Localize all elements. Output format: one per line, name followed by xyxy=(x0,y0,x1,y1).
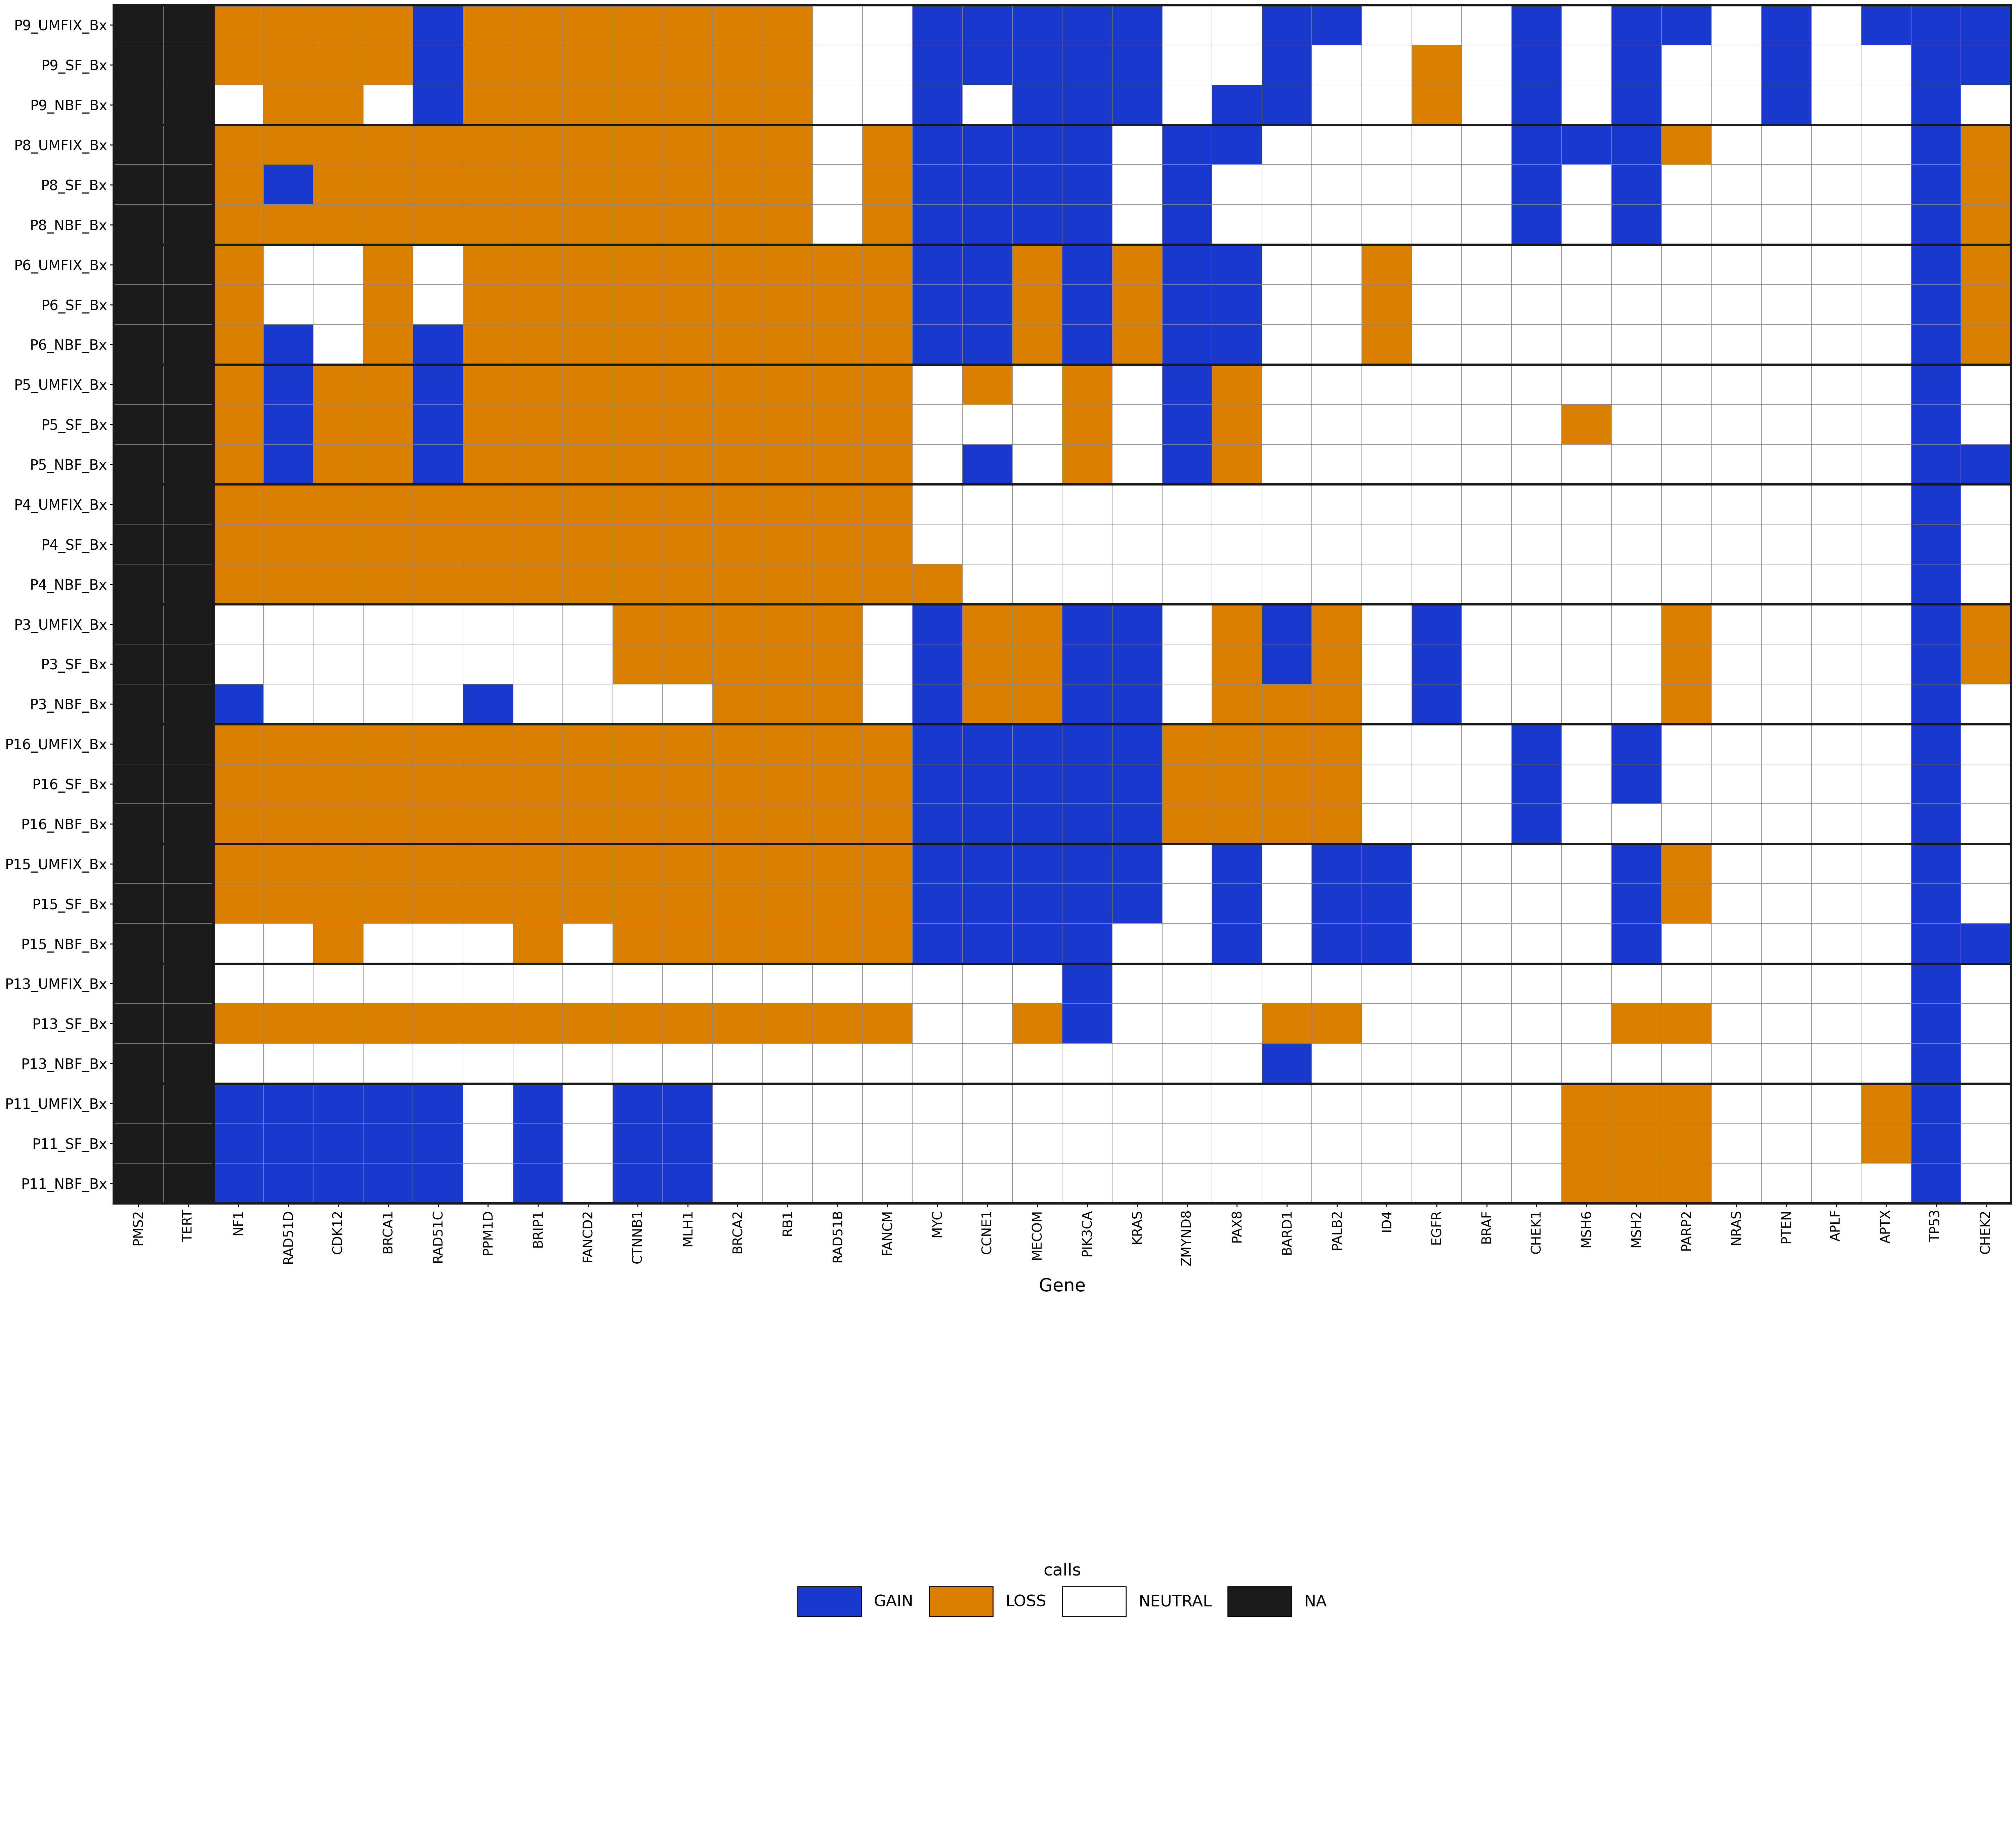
Legend: GAIN, LOSS, NEUTRAL, NA: GAIN, LOSS, NEUTRAL, NA xyxy=(782,1547,1343,1632)
X-axis label: Gene: Gene xyxy=(1038,1277,1085,1295)
